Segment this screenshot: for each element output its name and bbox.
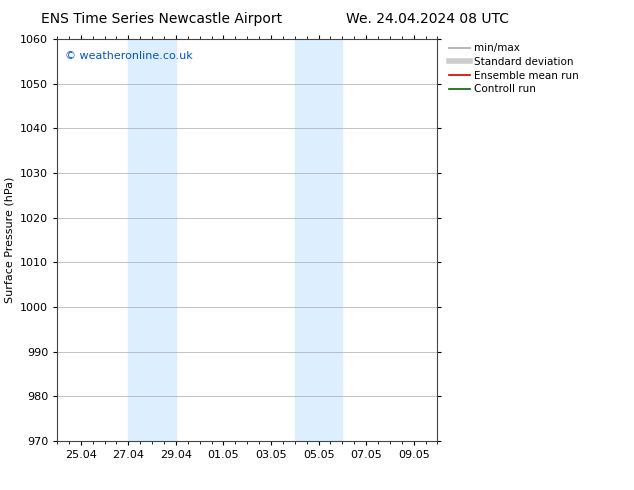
Bar [318,39,342,441]
Bar [295,39,318,441]
Text: ENS Time Series Newcastle Airport: ENS Time Series Newcastle Airport [41,12,282,26]
Bar [128,39,152,441]
Text: © weatheronline.co.uk: © weatheronline.co.uk [65,51,192,61]
Legend: min/max, Standard deviation, Ensemble mean run, Controll run: min/max, Standard deviation, Ensemble me… [445,39,583,98]
Bar [152,39,176,441]
Text: We. 24.04.2024 08 UTC: We. 24.04.2024 08 UTC [346,12,510,26]
Y-axis label: Surface Pressure (hPa): Surface Pressure (hPa) [4,177,15,303]
